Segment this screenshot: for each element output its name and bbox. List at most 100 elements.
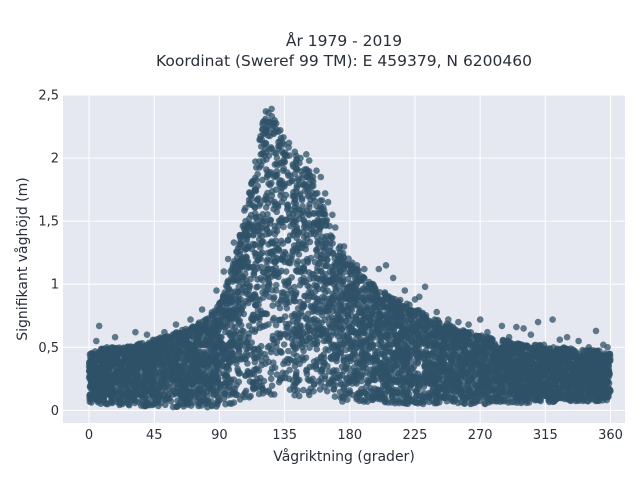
data-point (267, 348, 275, 356)
data-point (313, 345, 321, 353)
data-point (300, 274, 307, 282)
data-point (579, 346, 586, 354)
data-point (270, 295, 277, 303)
data-point (283, 304, 291, 312)
data-point (228, 391, 235, 398)
data-point (482, 356, 490, 364)
data-point (285, 347, 292, 355)
data-point (251, 241, 259, 248)
data-point (272, 321, 280, 329)
data-point (317, 368, 325, 376)
data-point (245, 322, 253, 330)
data-point (257, 244, 264, 251)
data-point (254, 283, 262, 291)
data-point (300, 356, 307, 364)
data-point (245, 330, 253, 337)
data-point (333, 330, 341, 337)
data-point (268, 382, 276, 390)
data-point (278, 349, 285, 356)
data-point (222, 400, 229, 408)
data-point (248, 339, 255, 346)
data-point (427, 355, 434, 363)
data-point (280, 341, 288, 348)
data-point (223, 379, 231, 387)
data-point (280, 159, 288, 166)
data-point (242, 204, 249, 212)
data-point (278, 198, 286, 206)
data-point (251, 328, 259, 336)
data-point (320, 203, 327, 211)
data-point (276, 376, 284, 384)
data-point (273, 343, 280, 351)
data-point (306, 284, 313, 291)
data-point (347, 354, 354, 362)
data-point (321, 245, 329, 252)
data-point (256, 200, 264, 207)
data-point (332, 284, 339, 292)
data-point (414, 360, 422, 367)
data-point (206, 335, 214, 343)
data-point (305, 388, 312, 396)
data-point (278, 147, 286, 155)
data-point (257, 263, 265, 271)
data-point (285, 258, 292, 266)
data-point (273, 281, 280, 289)
data-point (257, 151, 265, 158)
data-point (281, 248, 288, 256)
data-point (296, 341, 304, 348)
data-point (322, 235, 329, 242)
data-point (252, 186, 259, 193)
data-point (216, 321, 224, 328)
data-point (318, 197, 326, 204)
data-point (318, 311, 326, 319)
data-point (268, 171, 275, 178)
data-point (422, 359, 429, 367)
data-point (393, 377, 401, 385)
data-point (471, 399, 478, 407)
data-point (122, 381, 129, 389)
data-point (252, 158, 259, 165)
data-point (247, 392, 254, 400)
data-point (358, 396, 366, 404)
data-point (216, 361, 224, 369)
data-point (268, 113, 276, 120)
data-point (282, 268, 290, 275)
data-point (287, 222, 294, 230)
data-point (280, 289, 287, 296)
data-point (167, 398, 175, 405)
data-point (224, 283, 231, 291)
data-point (267, 375, 275, 383)
data-point (366, 287, 373, 295)
data-point (331, 393, 339, 400)
data-point (296, 181, 303, 188)
data-point (268, 273, 275, 280)
data-point (378, 338, 385, 346)
data-point (238, 327, 246, 335)
data-point (278, 316, 286, 323)
data-point (293, 352, 301, 360)
data-point (257, 275, 264, 282)
data-point (325, 314, 333, 322)
data-point (351, 294, 358, 301)
data-point (313, 295, 321, 303)
data-point (187, 393, 195, 401)
data-point (281, 331, 289, 338)
data-point (307, 230, 315, 238)
data-point (242, 225, 250, 232)
data-point (289, 317, 297, 325)
data-point (326, 239, 334, 246)
data-point (316, 301, 324, 308)
data-point (273, 371, 281, 378)
data-point (319, 294, 326, 301)
data-point (244, 360, 251, 367)
data-point (338, 311, 346, 319)
data-point (381, 289, 389, 296)
data-point (273, 154, 281, 162)
data-point (250, 263, 257, 271)
data-point (286, 366, 293, 374)
data-point (382, 395, 389, 403)
data-point (388, 379, 396, 387)
data-point (275, 247, 283, 254)
data-point (283, 324, 290, 332)
